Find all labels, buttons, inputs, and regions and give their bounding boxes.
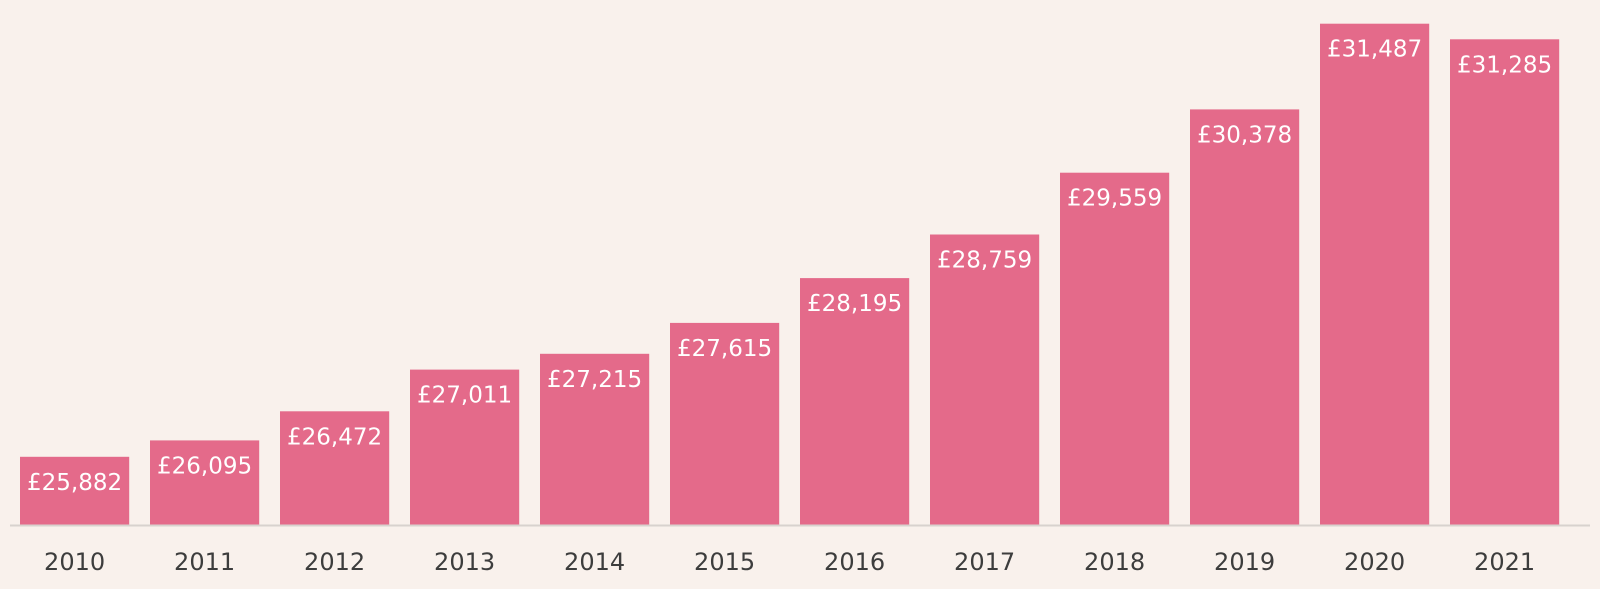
bar-2011: [150, 440, 260, 525]
data-label-2020: £31,487: [1327, 37, 1422, 63]
bar-2015: [670, 322, 780, 525]
data-label-2010: £25,882: [27, 470, 122, 496]
x-tick-label-2021: 2021: [1474, 548, 1535, 576]
data-label-2017: £28,759: [937, 248, 1032, 274]
bar-2018: [1060, 172, 1170, 525]
data-label-2018: £29,559: [1067, 186, 1162, 212]
bar-2014: [540, 353, 650, 525]
x-tick-label-2015: 2015: [694, 548, 755, 576]
x-tick-label-2012: 2012: [304, 548, 365, 576]
data-label-2013: £27,011: [417, 383, 512, 409]
x-tick-label-2020: 2020: [1344, 548, 1405, 576]
bar-2020: [1320, 23, 1430, 525]
data-label-2016: £28,195: [807, 291, 902, 317]
data-label-2014: £27,215: [547, 367, 642, 393]
data-label-2021: £31,285: [1457, 52, 1552, 78]
data-labels-group: £25,882 £26,095 £26,472 £27,011 £27,215 £27,6…: [27, 37, 1552, 496]
data-label-2015: £27,615: [677, 336, 772, 362]
bar-2017: [930, 234, 1040, 525]
data-label-2012: £26,472: [287, 424, 382, 450]
data-label-2011: £26,095: [157, 453, 252, 479]
x-tick-label-2011: 2011: [174, 548, 235, 576]
bar-2010: [20, 456, 130, 525]
bar-2016: [800, 278, 910, 525]
x-tick-label-2013: 2013: [434, 548, 495, 576]
bar-2013: [410, 369, 520, 525]
x-tick-label-2010: 2010: [44, 548, 105, 576]
bar-2019: [1190, 109, 1300, 526]
bar-2012: [280, 411, 390, 525]
bars-group: [20, 23, 1560, 526]
x-axis-ticks-group: 2010 2011 2012 2013 2014 2015 2016 2017 2018 2019…: [44, 548, 1535, 576]
x-tick-label-2017: 2017: [954, 548, 1015, 576]
x-tick-label-2014: 2014: [564, 548, 625, 576]
x-tick-label-2019: 2019: [1214, 548, 1275, 576]
bar-2021: [1450, 39, 1560, 526]
x-tick-label-2016: 2016: [824, 548, 885, 576]
x-tick-label-2018: 2018: [1084, 548, 1145, 576]
data-label-2019: £30,378: [1197, 122, 1292, 148]
